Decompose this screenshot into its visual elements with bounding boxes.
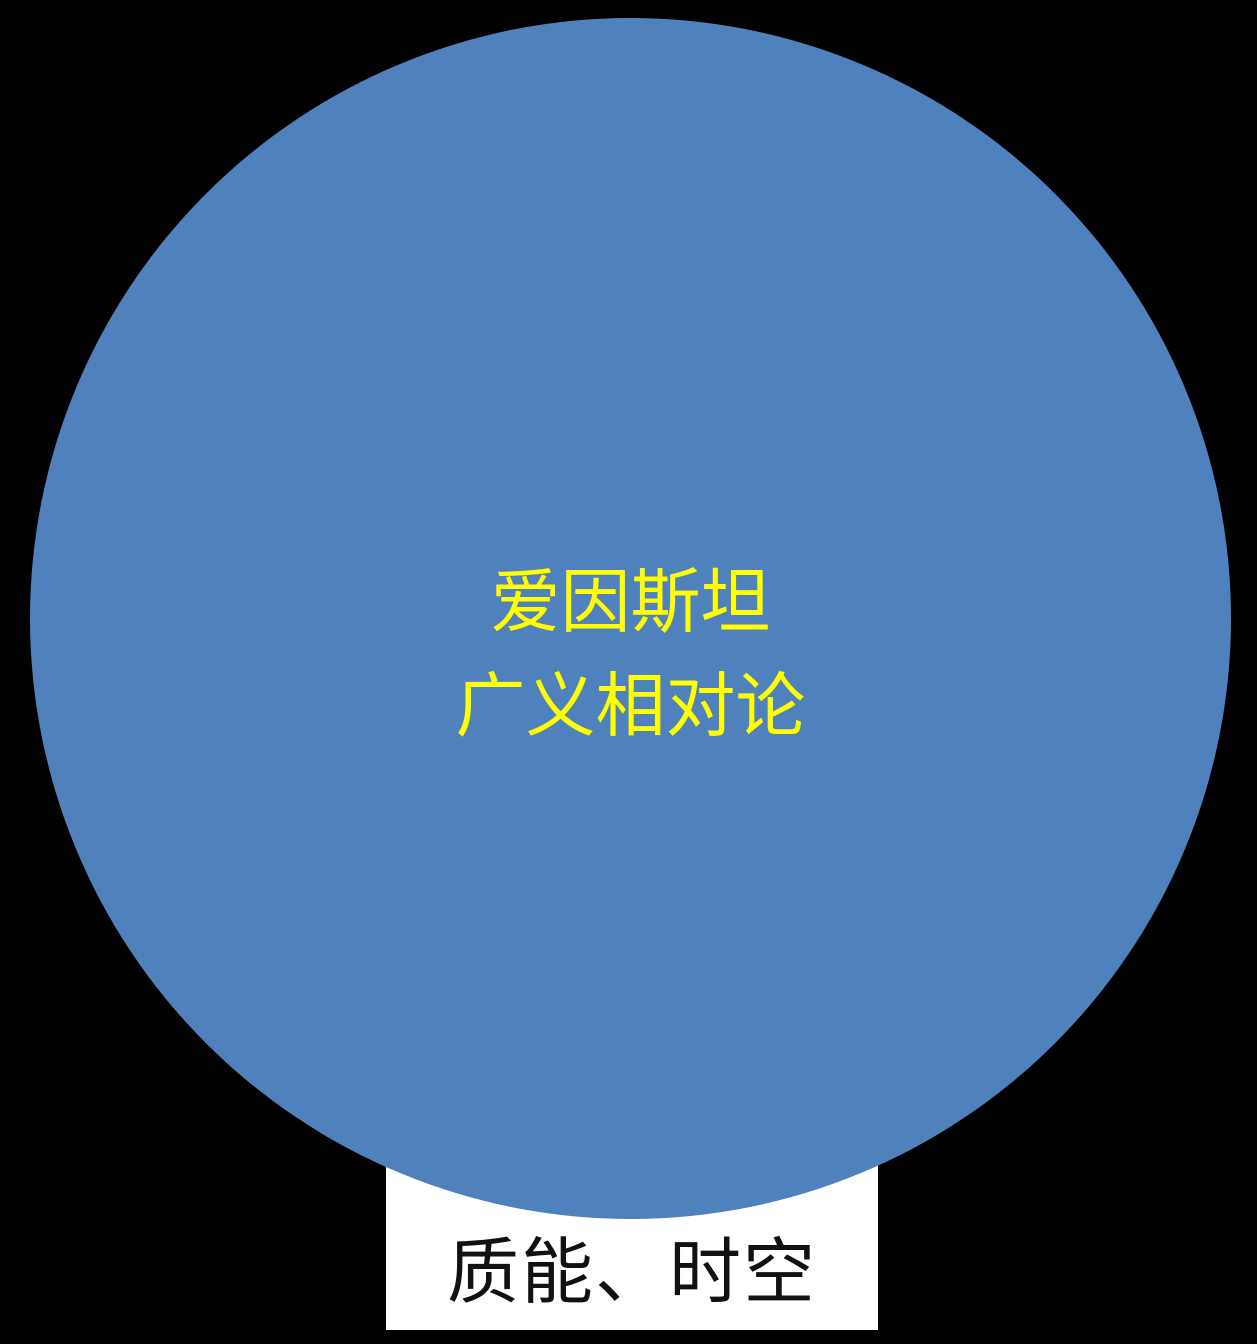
base-label-text: 质能、时空 bbox=[446, 1230, 817, 1314]
main-circle: 爱因斯坦 广义相对论 bbox=[30, 18, 1231, 1219]
circle-title-line2: 广义相对论 bbox=[455, 665, 806, 747]
circle-title-line1: 爱因斯坦 bbox=[490, 561, 771, 643]
circle-text: 爱因斯坦 广义相对论 bbox=[30, 550, 1231, 758]
